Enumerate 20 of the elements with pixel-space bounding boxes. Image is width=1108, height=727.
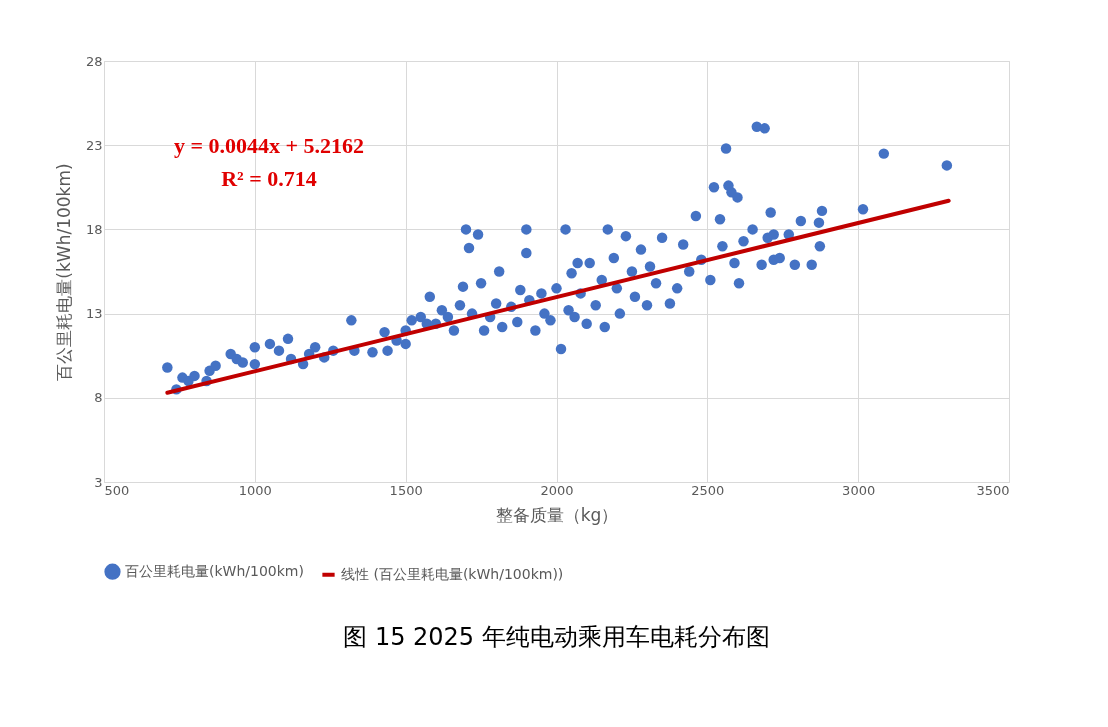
x-tick-label: 1500 — [389, 482, 423, 498]
y-tick-label: 8 — [94, 390, 103, 406]
x-tick-label: 2500 — [691, 482, 725, 498]
x-tick-label: 1000 — [238, 482, 272, 498]
x-axis-title: 整备质量（kg） — [495, 504, 619, 525]
y-tick-label: 13 — [85, 306, 103, 322]
x-tick-label: 3500 — [976, 482, 1010, 498]
legend-label: 百公里耗电量(kWh/100km) — [125, 562, 304, 579]
y-axis-title: 百公里耗电量(kWh/100km) — [53, 163, 74, 381]
annotation: R² = 0.714 — [221, 166, 317, 191]
text: 图 15 2025 年纯电动乘用车电耗分布图 — [343, 623, 770, 651]
y-tick-label: 18 — [85, 221, 103, 237]
y-tick-label: 23 — [85, 137, 103, 153]
y-tick-label: 28 — [85, 53, 103, 69]
x-tick-label: 2000 — [540, 482, 574, 498]
legend-label: 线性 (百公里耗电量(kWh/100km)) — [341, 565, 564, 582]
y-tick-label: 3 — [94, 474, 103, 490]
x-tick-label: 3000 — [842, 482, 876, 498]
x-tick-label: 500 — [104, 482, 130, 498]
annotation: y = 0.0044x + 5.2162 — [173, 133, 365, 158]
